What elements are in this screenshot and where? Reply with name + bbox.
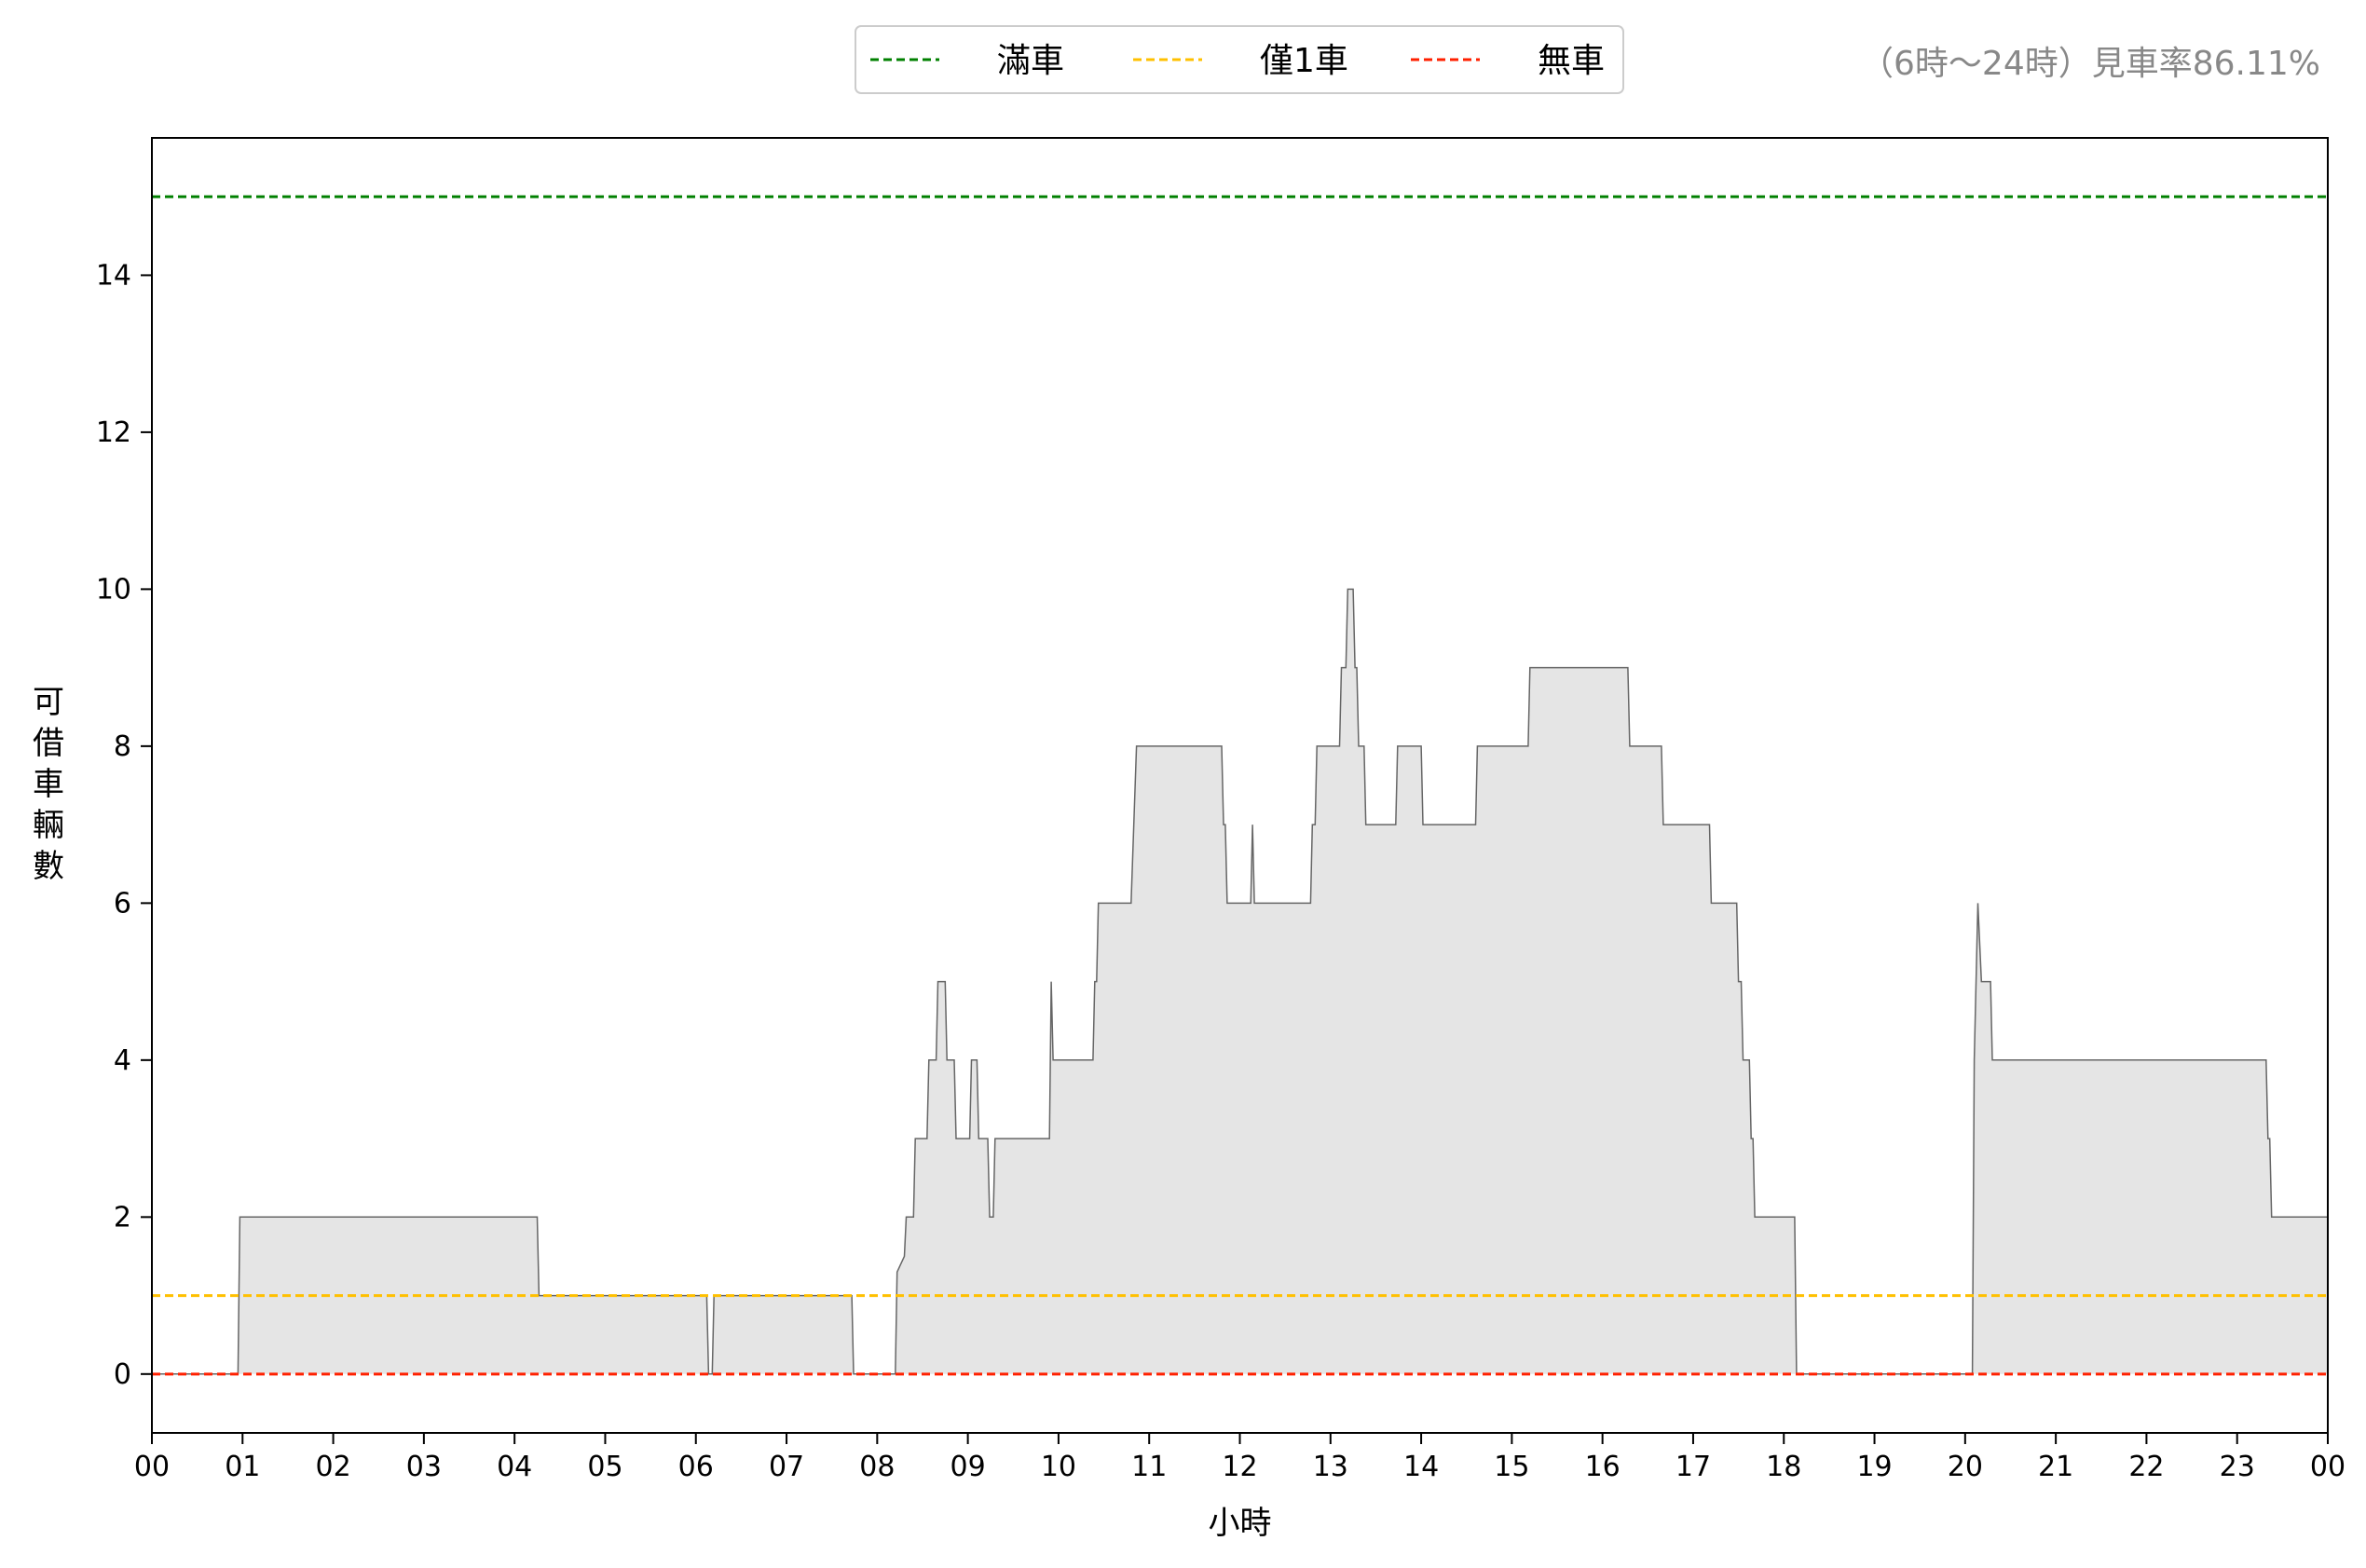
legend-label-0: 滿車 (997, 42, 1064, 80)
y-axis-title-char: 數 (33, 848, 64, 885)
availability-rate-annotation: （6時～24時）見車率86.11% (1860, 45, 2320, 83)
x-tick-label-20: 20 (1948, 1451, 1983, 1483)
x-tick-label-5: 05 (587, 1451, 622, 1483)
y-tick-label-7: 14 (96, 259, 131, 292)
reference-lines-layer (152, 195, 2328, 1376)
legend-frame (855, 25, 1624, 94)
y-tick-label-3: 6 (114, 887, 131, 920)
y-axis-title-char: 車 (33, 766, 64, 803)
x-tick-label-13: 13 (1313, 1451, 1348, 1483)
x-tick-label-24: 00 (2310, 1451, 2345, 1483)
x-tick-label-3: 03 (406, 1451, 442, 1483)
x-tick-label-19: 19 (1856, 1451, 1892, 1483)
x-tick-label-12: 12 (1222, 1451, 1257, 1483)
x-tick-label-1: 01 (225, 1451, 260, 1483)
x-tick-label-17: 17 (1675, 1451, 1711, 1483)
y-tick-label-0: 0 (114, 1358, 131, 1391)
x-tick-label-6: 06 (678, 1451, 714, 1483)
y-tick-label-4: 8 (114, 730, 131, 763)
x-tick-label-22: 22 (2128, 1451, 2164, 1483)
y-tick-label-6: 12 (96, 416, 131, 449)
x-tick-label-0: 00 (134, 1451, 170, 1483)
x-tick-label-2: 02 (315, 1451, 350, 1483)
x-tick-label-15: 15 (1494, 1451, 1529, 1483)
y-axis-title: 可借車輛數 (33, 684, 64, 885)
x-tick-label-11: 11 (1131, 1451, 1167, 1483)
series-0-line (152, 588, 2329, 1375)
y-tick-label-2: 4 (114, 1044, 131, 1077)
y-tick-label-1: 2 (114, 1201, 131, 1234)
x-tick-label-14: 14 (1403, 1451, 1439, 1483)
x-tick-label-21: 21 (2038, 1451, 2073, 1483)
y-axis-title-char: 可 (33, 684, 64, 721)
x-tick-label-9: 09 (951, 1451, 986, 1483)
x-tick-label-18: 18 (1766, 1451, 1801, 1483)
legend-label-1: 僅1車 (1260, 42, 1348, 80)
x-tick-label-23: 23 (2220, 1451, 2255, 1483)
x-tick-label-10: 10 (1041, 1451, 1076, 1483)
y-axis-title-char: 輛 (33, 807, 64, 844)
series-0-area (152, 589, 2328, 1374)
y-ticks-layer: 0 2 4 6 8 10 12 14 (96, 259, 152, 1391)
y-tick-label-5: 10 (96, 573, 131, 606)
legend-label-2: 無車 (1538, 42, 1605, 80)
y-axis-title-char: 借 (33, 725, 64, 762)
x-tick-label-7: 07 (769, 1451, 804, 1483)
x-axis-title: 小時 (1209, 1505, 1272, 1542)
x-tick-label-8: 08 (859, 1451, 895, 1483)
x-tick-label-4: 04 (497, 1451, 532, 1483)
legend: 滿車 僅1車 無車 (855, 25, 1624, 94)
series-fill-layer (152, 588, 2329, 1375)
x-tick-label-16: 16 (1585, 1451, 1621, 1483)
x-ticks-layer: 00 01 02 03 04 05 06 07 08 09 10 11 12 13 14 15 16 17 18 19… (134, 1433, 2345, 1483)
